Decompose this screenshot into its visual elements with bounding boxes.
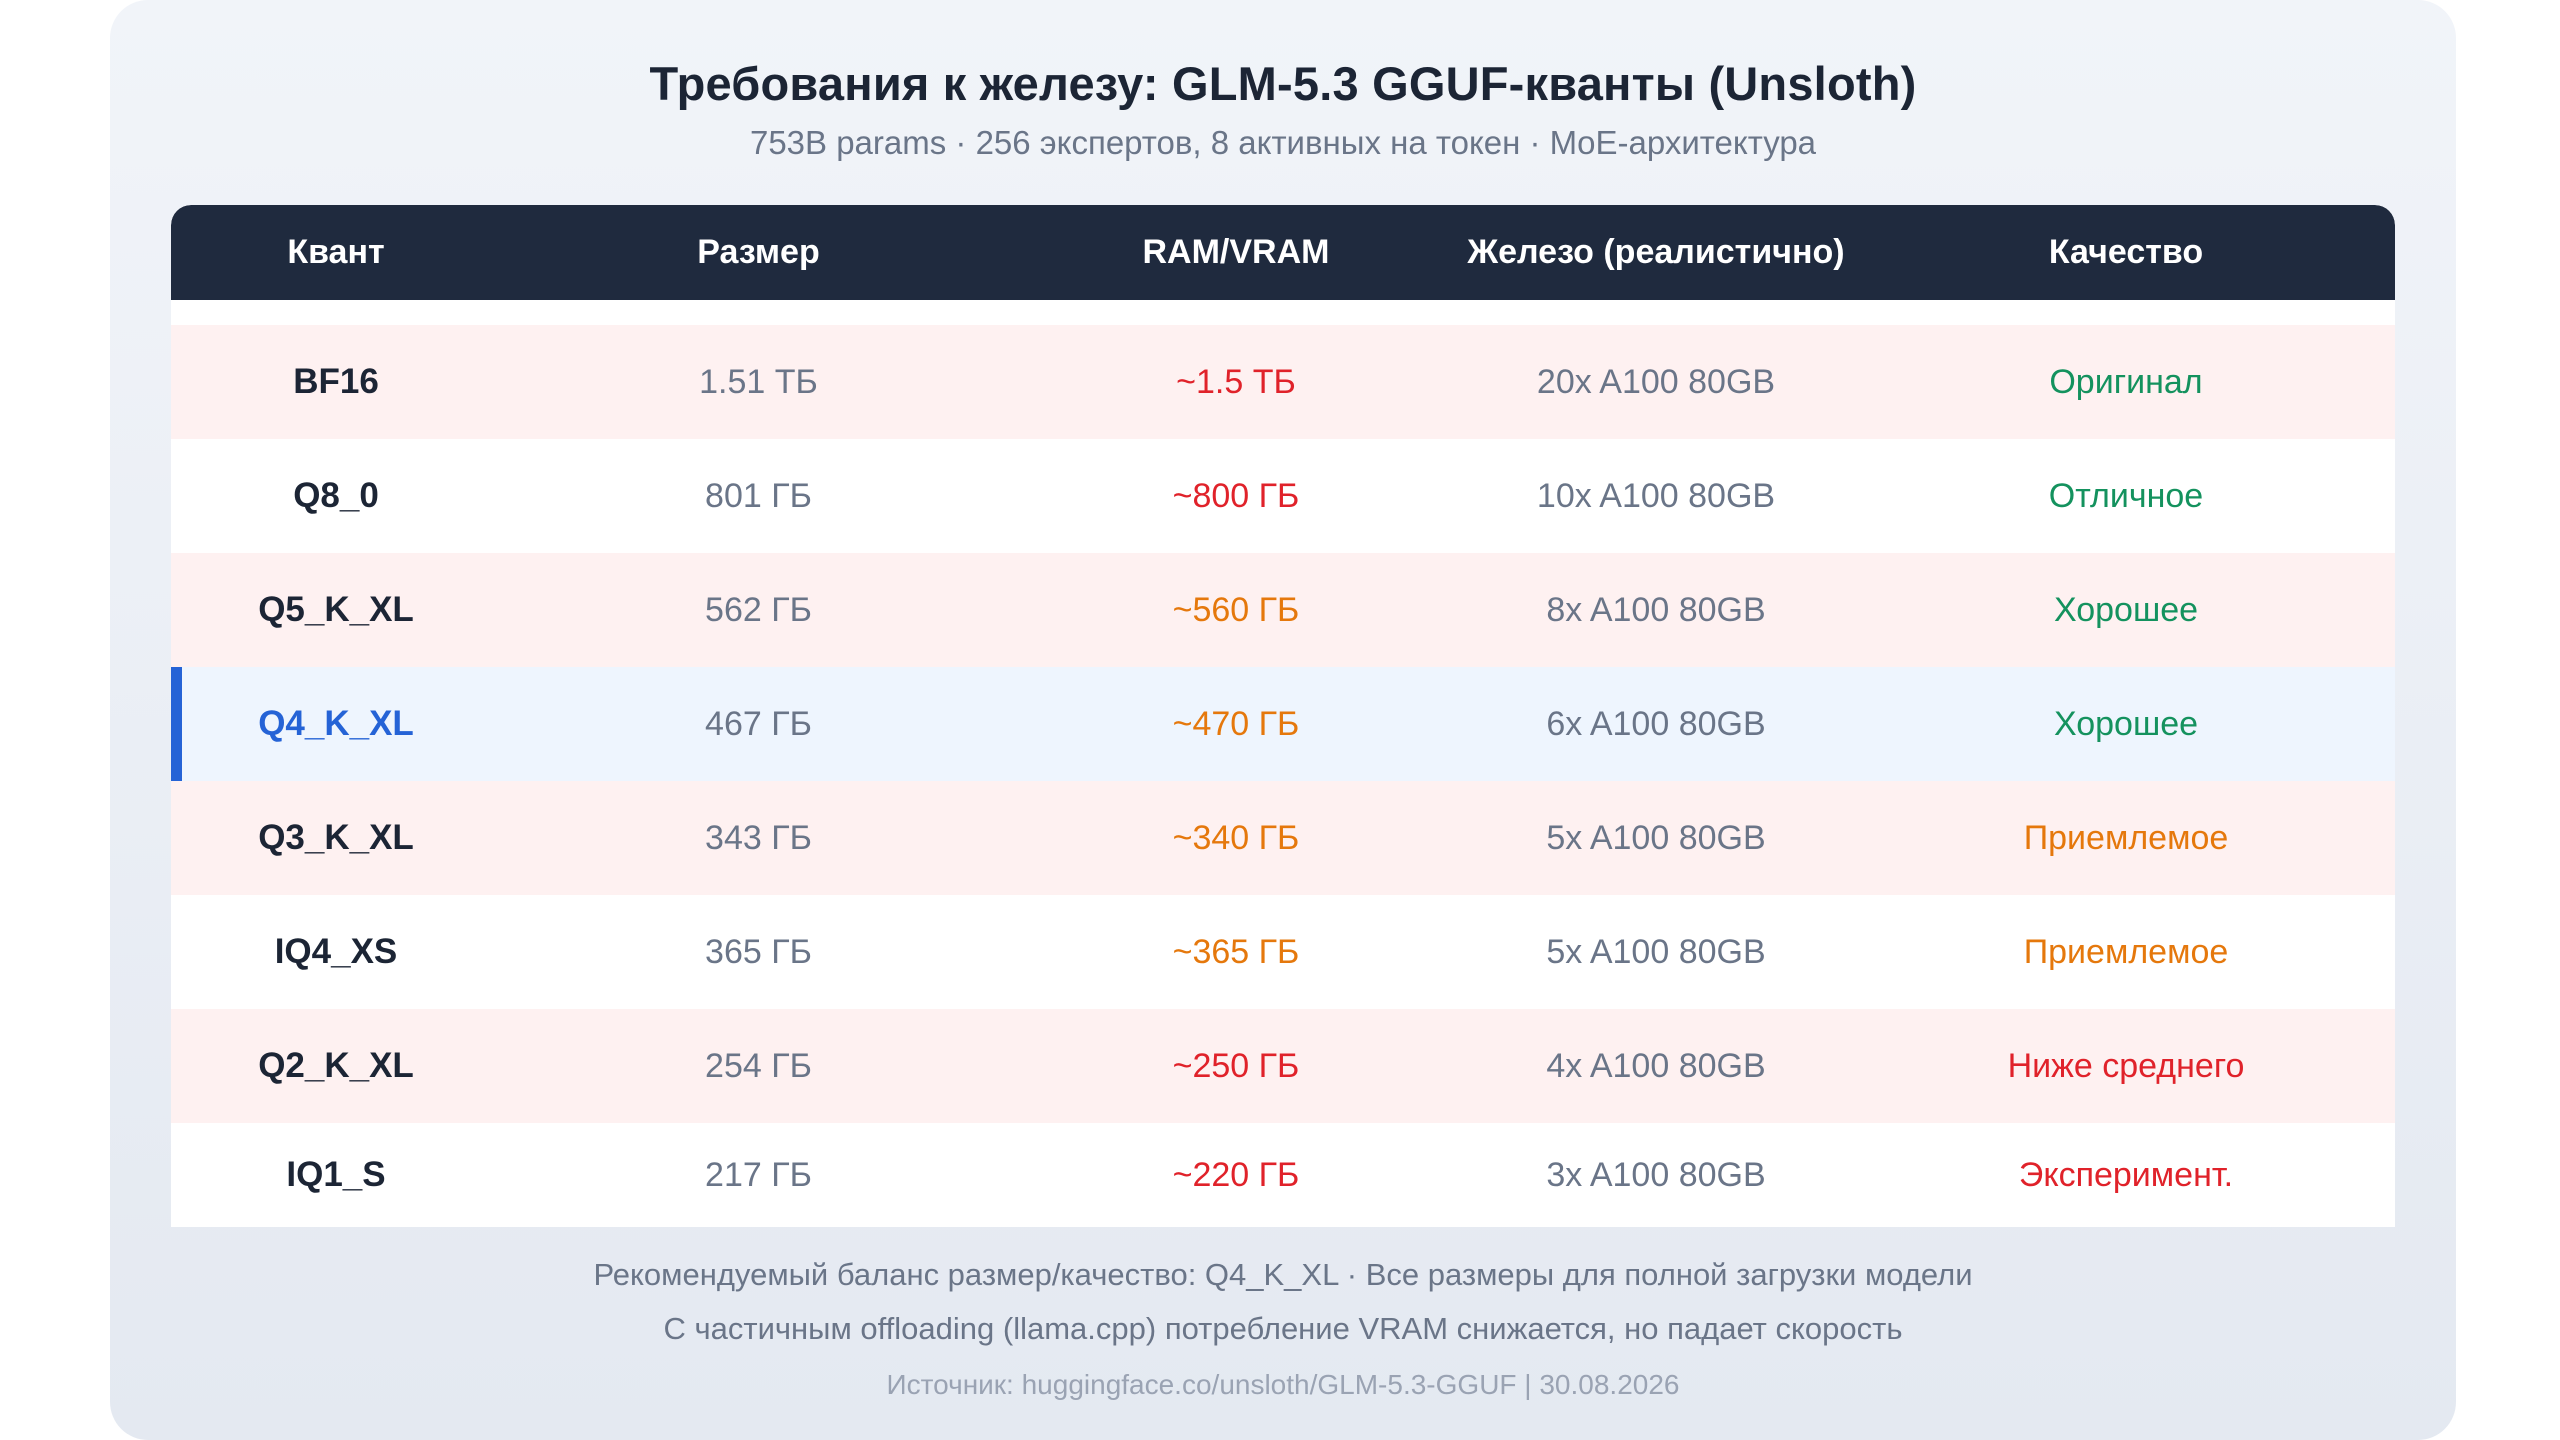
table-row: Q5_K_XL 562 ГБ ~560 ГБ 8x A100 80GB Хорошее: [171, 553, 2395, 667]
quality-cell: Эксперимент.: [2018, 1155, 2234, 1194]
quant-cell: Q8_0: [293, 476, 379, 515]
ram-cell: ~800 ГБ: [1172, 476, 1300, 515]
size-cell: 562 ГБ: [705, 590, 812, 629]
quant-cell: Q5_K_XL: [258, 590, 414, 629]
table-row: Q8_0 801 ГБ ~800 ГБ 10x A100 80GB Отличное: [171, 439, 2395, 553]
size-cell: 217 ГБ: [705, 1155, 812, 1194]
quant-table: Квант Размер RAM/VRAM Железо (реалистичн…: [171, 205, 2395, 1227]
recommended-marker: [171, 667, 182, 781]
size-cell: 365 ГБ: [705, 932, 812, 971]
table-row: IQ1_S 217 ГБ ~220 ГБ 3x A100 80GB Эксперимен…: [171, 1123, 2395, 1227]
quality-cell: Приемлемое: [2023, 932, 2229, 971]
hardware-cell: 3x A100 80GB: [1546, 1155, 1766, 1194]
footer-note-2: С частичным offloading (llama.cpp) потре…: [663, 1311, 1903, 1346]
ram-cell: ~250 ГБ: [1172, 1046, 1300, 1085]
hardware-cell: 10x A100 80GB: [1536, 476, 1776, 515]
header-ram: RAM/VRAM: [1142, 233, 1330, 271]
quality-cell: Хорошее: [2053, 590, 2199, 629]
hardware-cell: 5x A100 80GB: [1546, 932, 1766, 971]
quant-cell: BF16: [293, 362, 379, 401]
table-row: IQ4_XS 365 ГБ ~365 ГБ 5x A100 80GB Приемлемо…: [171, 895, 2395, 1009]
size-cell: 1.51 ТБ: [699, 362, 818, 401]
ram-cell: ~340 ГБ: [1172, 818, 1300, 857]
size-cell: 254 ГБ: [705, 1046, 812, 1085]
quant-cell: Q2_K_XL: [258, 1046, 414, 1085]
table-row: Q2_K_XL 254 ГБ ~250 ГБ 4x A100 80GB Ниже сре…: [171, 1009, 2395, 1123]
size-cell: 343 ГБ: [705, 818, 812, 857]
quality-cell: Ниже среднего: [2007, 1046, 2245, 1085]
table-row: Q3_K_XL 343 ГБ ~340 ГБ 5x A100 80GB Приемлем…: [171, 781, 2395, 895]
hardware-cell: 5x A100 80GB: [1546, 818, 1766, 857]
quant-cell: IQ1_S: [286, 1155, 386, 1194]
quality-cell: Оригинал: [2049, 362, 2203, 401]
ram-cell: ~470 ГБ: [1172, 704, 1300, 743]
table-row: BF16 1.51 ТБ ~1.5 ТБ 20x A100 80GB Оригинал: [171, 325, 2395, 439]
quality-cell: Приемлемое: [2023, 818, 2229, 857]
page-title: Требования к железу: GLM-5.3 GGUF-кванты…: [649, 57, 1917, 110]
footer-note-1: Рекомендуемый баланс размер/качество: Q4…: [593, 1257, 1973, 1292]
header-quant: Квант: [287, 233, 385, 271]
quant-cell: IQ4_XS: [274, 932, 398, 971]
ram-cell: ~560 ГБ: [1172, 590, 1300, 629]
table-row: Q4_K_XL 467 ГБ ~470 ГБ 6x A100 80GB Хорошее: [171, 667, 2395, 781]
ram-cell: ~220 ГБ: [1172, 1155, 1300, 1194]
source-note: Источник: huggingface.co/unsloth/GLM-5.3…: [886, 1369, 1680, 1400]
header-size: Размер: [697, 233, 820, 271]
header-quality: Качество: [2048, 233, 2204, 271]
hardware-cell: 6x A100 80GB: [1546, 704, 1766, 743]
quant-cell: Q3_K_XL: [258, 818, 414, 857]
infographic-card: Требования к железу: GLM-5.3 GGUF-кванты…: [110, 0, 2456, 1440]
header-hardware: Железо (реалистично): [1467, 233, 1845, 271]
hardware-cell: 8x A100 80GB: [1546, 590, 1766, 629]
ram-cell: ~1.5 ТБ: [1176, 362, 1296, 401]
quality-cell: Хорошее: [2053, 704, 2199, 743]
page-subtitle: 753B params · 256 экспертов, 8 активных …: [749, 124, 1817, 161]
hardware-cell: 20x A100 80GB: [1536, 362, 1776, 401]
hardware-cell: 4x A100 80GB: [1546, 1046, 1766, 1085]
size-cell: 801 ГБ: [705, 476, 812, 515]
size-cell: 467 ГБ: [705, 704, 812, 743]
ram-cell: ~365 ГБ: [1172, 932, 1300, 971]
quant-cell: Q4_K_XL: [258, 704, 414, 743]
quality-cell: Отличное: [2048, 476, 2204, 515]
table-header: Квант Размер RAM/VRAM Железо (реалистичн…: [171, 205, 2395, 300]
